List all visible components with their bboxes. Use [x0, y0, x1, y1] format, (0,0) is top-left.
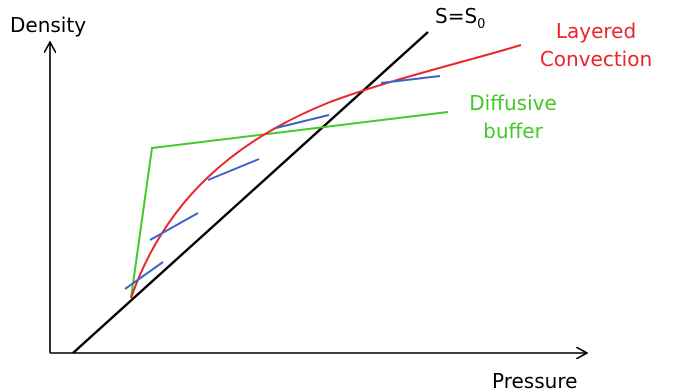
tangent-segment-3	[207, 158, 260, 181]
tangent-segment-4	[275, 114, 330, 129]
reference-line-label-subscript: 0	[477, 17, 485, 32]
reference-line	[72, 31, 429, 354]
layered-convection-curve	[130, 44, 522, 299]
diffusive-buffer-label-line1: Diffusive	[469, 91, 557, 115]
layered-convection-label-line1: Layered	[556, 19, 636, 43]
tangent-segment-5	[380, 75, 441, 84]
diffusive-buffer-curve	[130, 111, 449, 299]
diffusive-buffer-label-line2: buffer	[483, 119, 543, 143]
tangent-segment-1	[124, 261, 164, 290]
layered-convection-label-line2: Convection	[540, 47, 652, 71]
reference-line-label-base: S=S	[435, 4, 477, 28]
y-axis-label: Density	[10, 13, 86, 37]
reference-line-label: S=S0	[435, 4, 485, 32]
tangent-segment-2	[149, 212, 199, 241]
x-axis-label: Pressure	[492, 369, 577, 390]
